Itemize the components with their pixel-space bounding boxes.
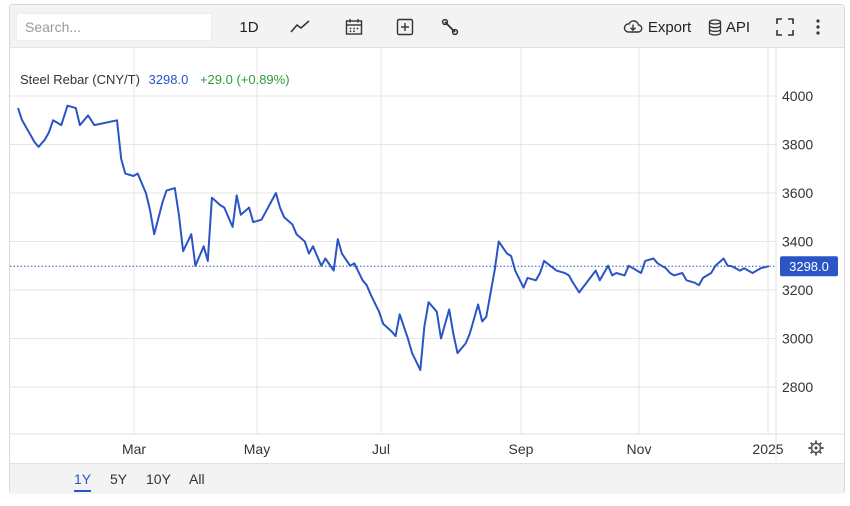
range-button-1y[interactable]: 1Y (74, 471, 92, 492)
wrench-icon (441, 18, 459, 36)
x-tick-label: Sep (509, 441, 534, 457)
x-tick-label: Jul (372, 441, 390, 457)
legend-last-value: 3298.0 (149, 72, 189, 87)
x-tick-label: May (244, 441, 270, 457)
series-line (17, 104, 770, 371)
y-tick-label: 3000 (782, 331, 813, 347)
price-chart[interactable]: 4000 3800 3600 3400 3200 3000 2800 Mar May Jul Se… (10, 48, 844, 462)
x-axis-labels: Mar May Jul Sep Nov 2025 (122, 441, 784, 457)
calendar-icon (345, 19, 363, 35)
chart-widget: 1D (9, 4, 845, 494)
legend: Steel Rebar (CNY/T) 3298.0 +29.0 (+0.89%… (20, 72, 290, 87)
database-icon (708, 18, 722, 36)
y-tick-label: 3400 (782, 234, 813, 250)
legend-series-name: Steel Rebar (CNY/T) (20, 72, 140, 87)
interval-button[interactable]: 1D (236, 14, 262, 40)
more-vertical-icon (816, 19, 820, 35)
more-options-button[interactable] (808, 14, 828, 40)
gear-icon (810, 442, 822, 454)
y-axis-labels: 4000 3800 3600 3400 3200 3000 2800 (782, 88, 813, 395)
x-tick-label: Mar (122, 441, 146, 457)
price-tag: 3298.0 (780, 256, 838, 277)
y-tick-label: 3800 (782, 137, 813, 153)
range-selector: 1Y 5Y 10Y All (10, 463, 844, 494)
settings-tools-button[interactable] (437, 14, 463, 40)
api-button[interactable]: API (704, 14, 754, 40)
search-input[interactable] (16, 13, 212, 41)
series-points (17, 105, 770, 371)
fullscreen-button[interactable] (772, 14, 798, 40)
range-button-all[interactable]: All (189, 471, 205, 487)
date-range-button[interactable] (341, 14, 367, 40)
y-tick-label: 4000 (782, 88, 813, 104)
y-tick-label: 3600 (782, 185, 813, 201)
export-button[interactable]: Export (616, 14, 698, 40)
chart-grid (10, 48, 776, 434)
range-button-10y[interactable]: 10Y (146, 471, 171, 487)
fullscreen-icon (776, 18, 794, 36)
y-tick-label: 3200 (782, 282, 813, 298)
price-tag-box (780, 256, 838, 277)
toolbar: 1D (10, 5, 844, 48)
export-label: Export (647, 18, 692, 36)
line-chart-icon (290, 20, 310, 33)
add-comparison-button[interactable] (392, 14, 418, 40)
range-button-5y[interactable]: 5Y (110, 471, 128, 487)
chart-settings-button[interactable] (808, 440, 824, 456)
y-tick-label: 2800 (782, 379, 813, 395)
plus-box-icon (396, 18, 414, 36)
interval-label: 1D (239, 18, 259, 36)
api-label: API (725, 18, 751, 36)
price-tag-value: 3298.0 (789, 259, 829, 274)
legend-change: +29.0 (+0.89%) (200, 72, 290, 87)
x-tick-label: Nov (627, 441, 652, 457)
chart-type-button[interactable] (287, 14, 313, 40)
cloud-download-icon (623, 20, 643, 33)
x-tick-label: 2025 (752, 441, 783, 457)
